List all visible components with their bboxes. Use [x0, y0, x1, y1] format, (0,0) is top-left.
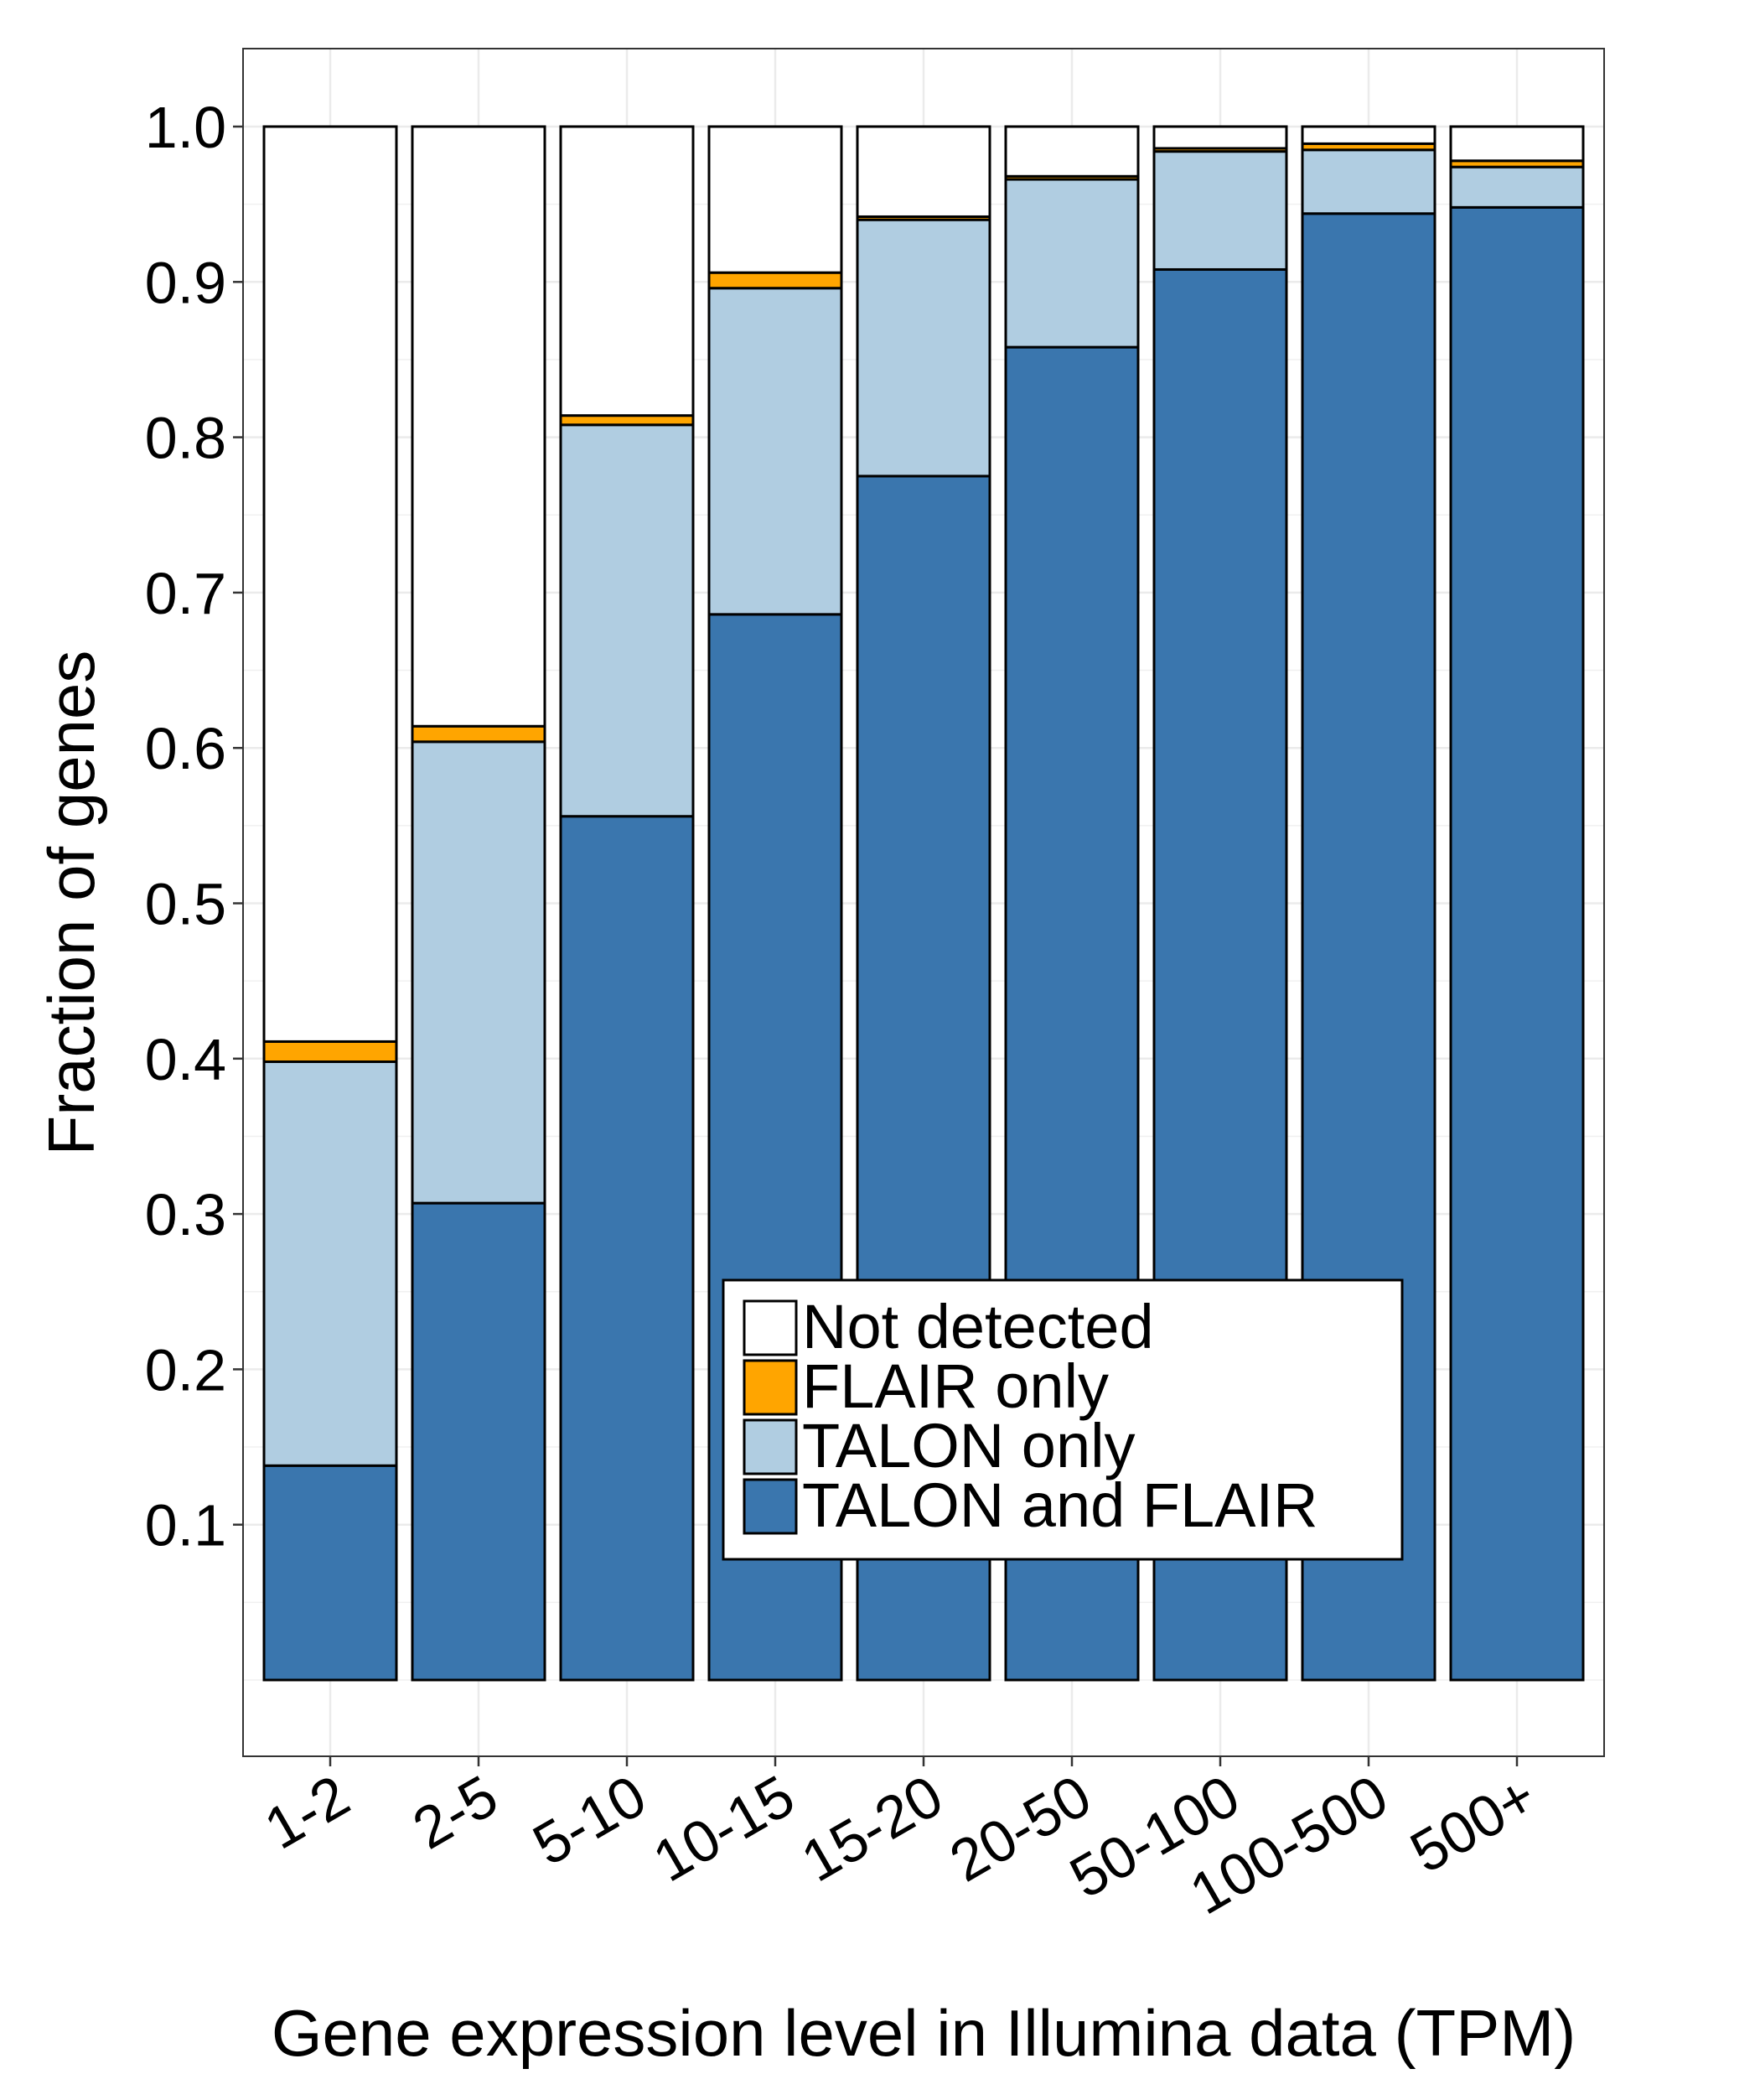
bar-segment-1-2-3	[262, 125, 398, 1043]
y-tick-label-6: 0.7	[145, 561, 226, 626]
x-axis-title: Gene expression level in Illumina data (…	[272, 1996, 1576, 2070]
bar-segment-1-2-0	[262, 1464, 398, 1682]
x-tick-label-8: 500+	[1400, 1762, 1547, 1885]
y-tick-label-5: 0.6	[145, 716, 226, 781]
bar-segment-15-20-3	[856, 125, 991, 218]
bar-segment-100-500-3	[1301, 125, 1436, 145]
bar-segment-2-5-0	[411, 1201, 546, 1682]
bar-segment-5-10-0	[559, 815, 695, 1682]
x-tick-label-1: 2-5	[402, 1762, 509, 1861]
bar-segment-10-15-1	[707, 287, 843, 616]
bar-segment-50-100-3	[1152, 125, 1288, 150]
bar-segment-2-5-3	[411, 125, 546, 728]
bar-segment-20-50-3	[1004, 125, 1140, 178]
bar-segment-15-20-1	[856, 218, 991, 478]
bar-segment-1-2-1	[262, 1060, 398, 1467]
bar-segment-2-5-2	[411, 724, 546, 744]
legend-key-3	[743, 1478, 798, 1535]
y-tick-label-7: 0.8	[145, 406, 226, 471]
bar-segment-2-5-1	[411, 740, 546, 1205]
y-tick-label-2: 0.3	[145, 1182, 226, 1247]
bar-segment-5-10-2	[559, 414, 695, 427]
legend-label-1: FLAIR only	[802, 1351, 1109, 1421]
y-tick-label-4: 0.5	[145, 872, 226, 937]
bar-segment-100-500-1	[1301, 148, 1436, 215]
bar-segment-10-15-2	[707, 271, 843, 290]
bar-segment-500+-3	[1449, 125, 1585, 163]
legend-key-2	[743, 1418, 798, 1475]
bar-segment-1-2-2	[262, 1040, 398, 1064]
y-tick-label-8: 0.9	[145, 250, 226, 315]
x-tick-label-3: 10-15	[642, 1762, 805, 1894]
bar-segment-500+-1	[1449, 165, 1585, 209]
x-tick-label-0: 1-2	[254, 1762, 360, 1861]
bar-segment-50-100-1	[1152, 150, 1288, 271]
legend-key-1	[743, 1359, 798, 1416]
legend-key-0	[743, 1299, 798, 1356]
x-tick-label-2: 5-10	[522, 1762, 656, 1878]
bar-segment-10-15-3	[707, 125, 843, 274]
y-tick-label-3: 0.4	[145, 1027, 226, 1092]
legend-label-0: Not detected	[802, 1292, 1154, 1361]
bar-segment-5-10-3	[559, 125, 695, 417]
legend-label-3: TALON and FLAIR	[802, 1470, 1318, 1540]
y-axis-title: Fraction of genes	[34, 651, 108, 1156]
legend-box	[722, 1278, 1404, 1561]
y-tick-label-1: 0.2	[145, 1337, 226, 1403]
bar-segment-5-10-1	[559, 423, 695, 818]
bar-segment-20-50-1	[1004, 178, 1140, 349]
y-tick-label-0: 0.1	[145, 1493, 226, 1558]
x-tick-label-4: 15-20	[790, 1762, 953, 1894]
legend-label-2: TALON only	[802, 1411, 1136, 1480]
y-tick-label-9: 1.0	[145, 95, 226, 160]
y-axis: 0.1 0.2 0.3 0.4 0.5 0.6 0.7 0.8 0.9 1.0	[145, 95, 243, 1558]
bar-segment-500+-0	[1449, 205, 1585, 1682]
